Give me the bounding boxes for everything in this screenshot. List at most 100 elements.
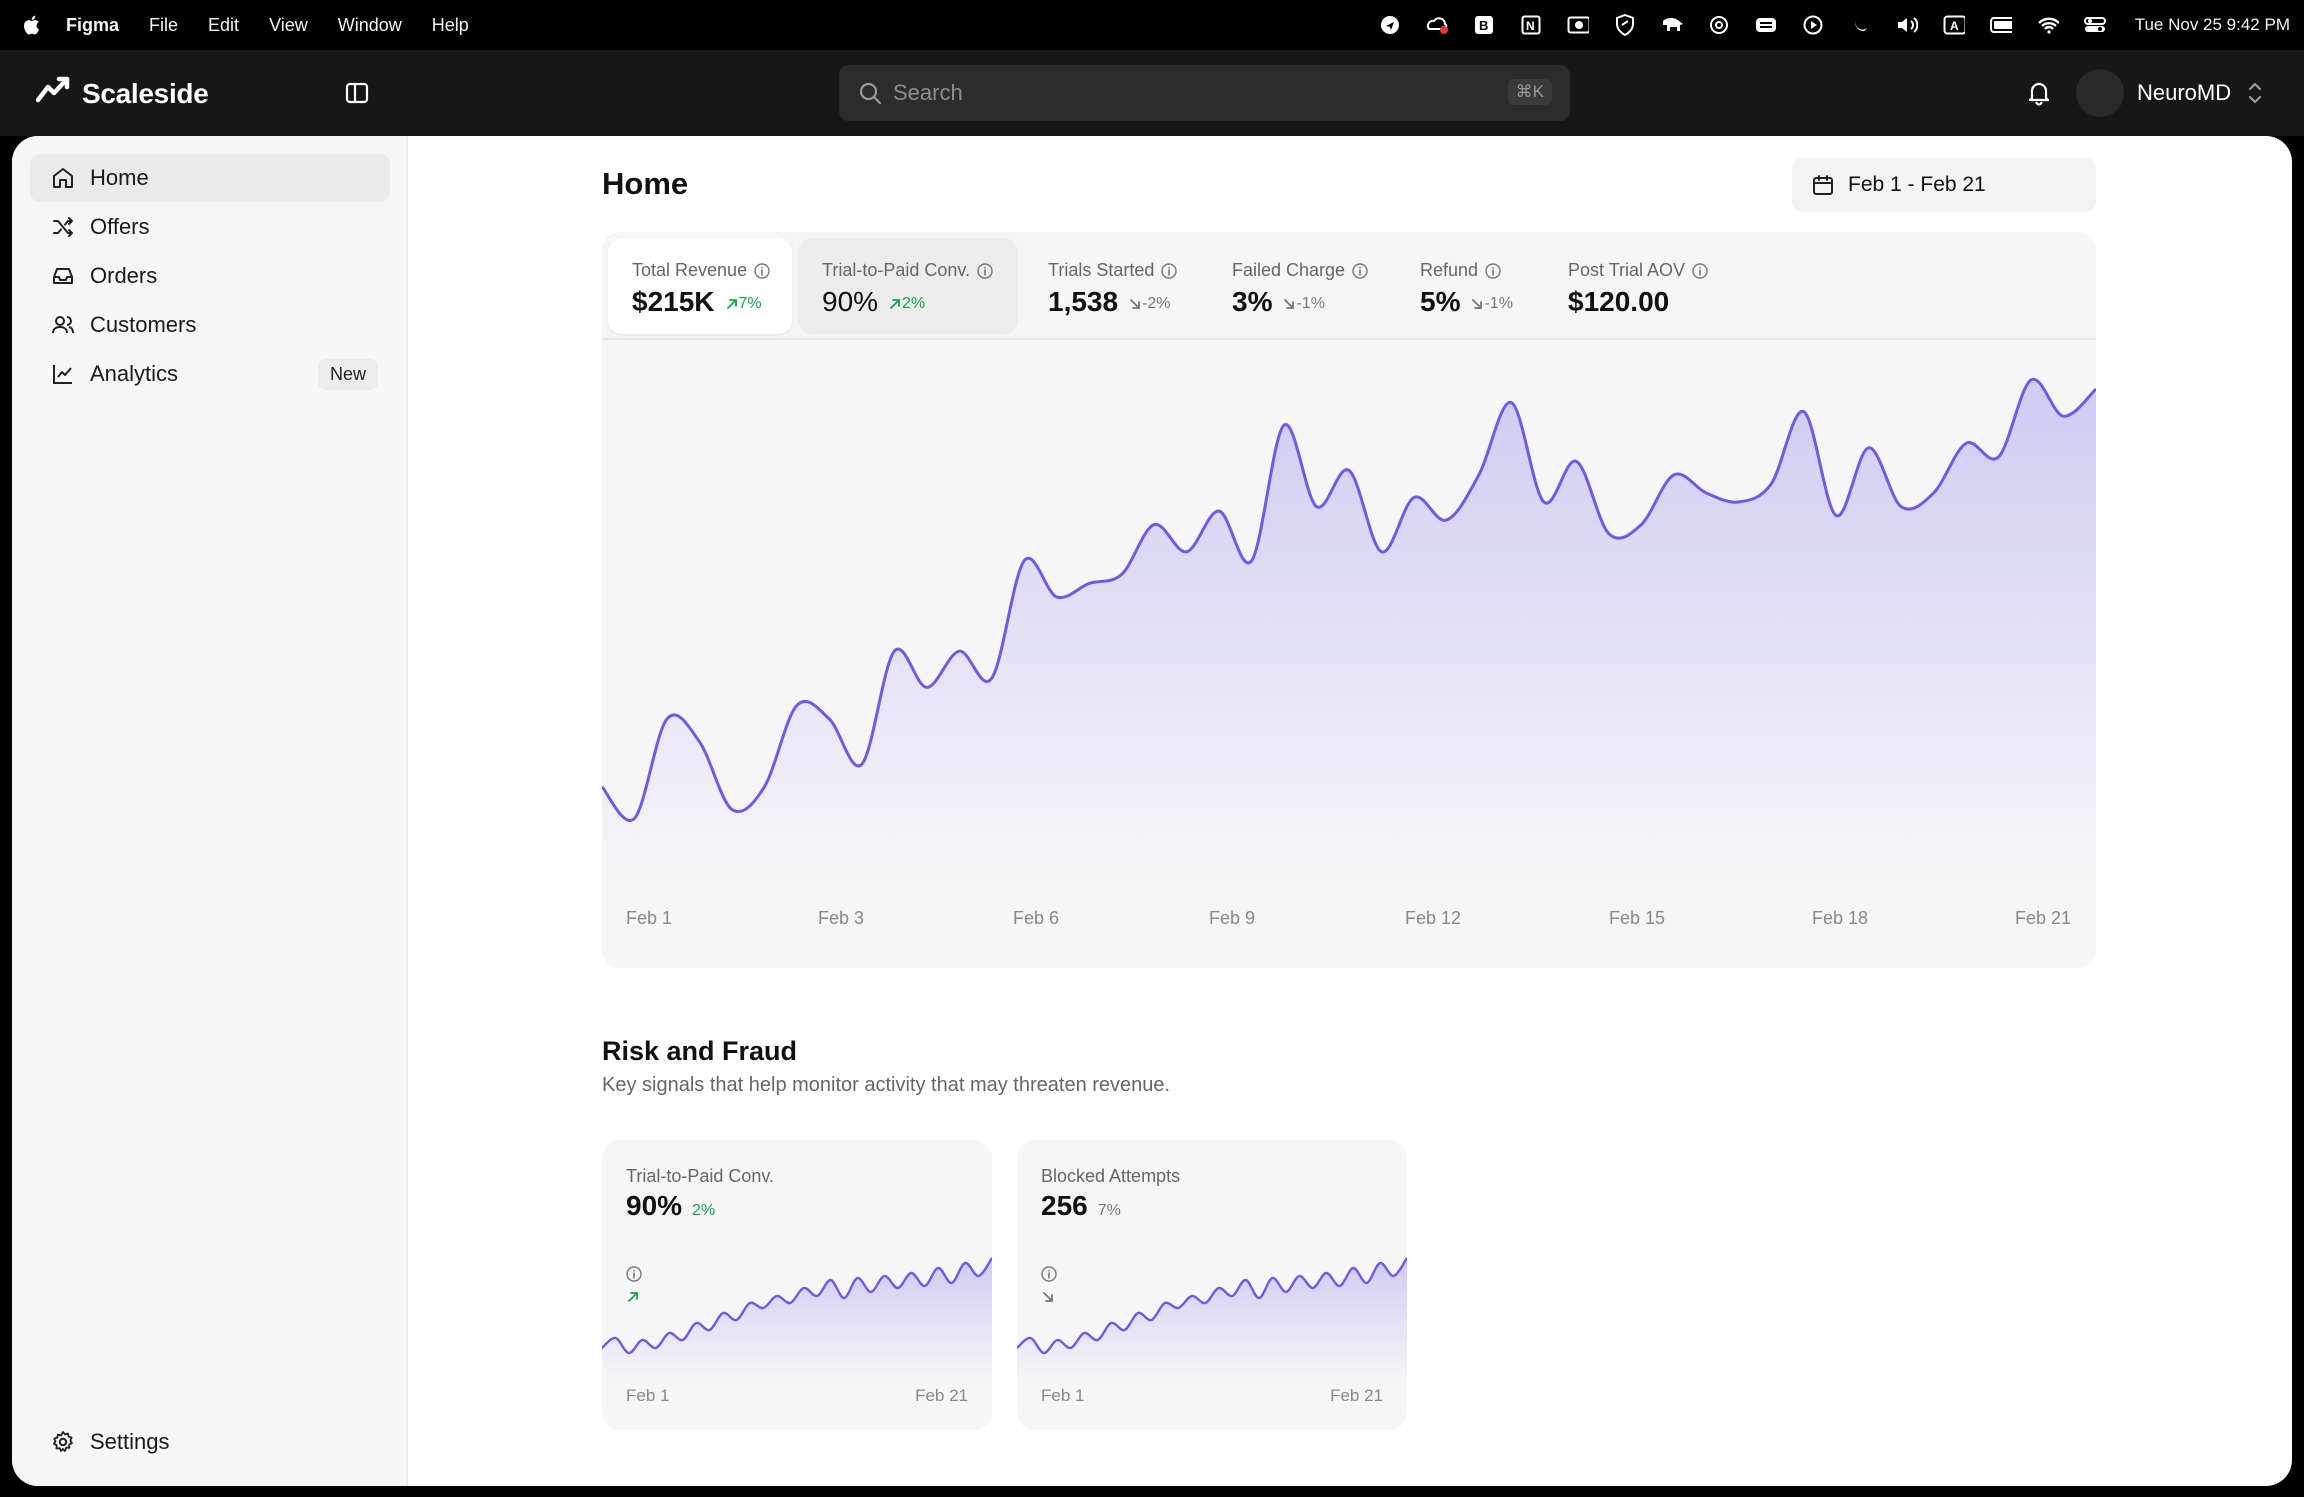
card-label: Blocked Attempts [1041, 1166, 1204, 1282]
main-chart-svg [602, 377, 2096, 882]
series-area-fill [1017, 1258, 1407, 1380]
sidebar-panel-icon [345, 82, 369, 104]
notion-icon[interactable]: N [1520, 14, 1542, 36]
brand-name: Scaleside [82, 77, 209, 109]
menu-app-name[interactable]: Figma [66, 14, 120, 35]
location-icon[interactable] [1379, 14, 1401, 36]
risk-card-trial-to-paid[interactable]: Trial-to-Paid Conv. 90% 2% Feb 1 Feb 21 [602, 1140, 992, 1430]
svg-text:A: A [1950, 19, 1959, 33]
search-placeholder: Search [893, 80, 963, 105]
card-value: 90% [626, 1190, 683, 1221]
metric-tab-refund[interactable]: Refund 5% -1% [1396, 238, 1536, 334]
risk-card-blocked-attempts[interactable]: Blocked Attempts 256 7% Feb 1 Feb 21 [1017, 1140, 1407, 1430]
card-label: Trial-to-Paid Conv. [626, 1166, 798, 1282]
metric-delta-value: 2% [902, 295, 926, 312]
menu-view[interactable]: View [269, 14, 308, 35]
connect-icon[interactable] [1755, 14, 1777, 36]
metric-delta: -1% [1282, 295, 1325, 313]
metric-delta-value: -1% [1484, 295, 1513, 312]
sidebar-item-analytics[interactable]: Analytics New [30, 350, 390, 398]
metric-value-row: 1,538 -2% [1048, 286, 1171, 318]
metric-tab-total-revenue[interactable]: Total Revenue $215K 7% [608, 238, 792, 334]
sidebar-item-customers[interactable]: Customers [30, 301, 390, 349]
macos-menu-bar: Figma File Edit View Window Help B N A T… [0, 0, 2304, 50]
info-icon[interactable] [753, 262, 771, 280]
info-icon[interactable] [1041, 1168, 1204, 1282]
arrow-up-right-icon [628, 1292, 638, 1302]
vpn-shield-icon[interactable] [1614, 14, 1636, 36]
calendar-icon [1810, 172, 1836, 198]
info-icon[interactable] [1351, 262, 1369, 280]
date-range-picker[interactable]: Feb 1 - Feb 21 [1792, 158, 2096, 212]
metric-delta: -2% [1128, 295, 1171, 313]
metric-delta-value: -1% [1296, 295, 1325, 312]
metric-tab-trials-started[interactable]: Trials Started 1,538 -2% [1024, 238, 1200, 334]
menu-edit[interactable]: Edit [208, 14, 240, 35]
card-label-text: Trial-to-Paid Conv. [626, 1166, 775, 1186]
metric-label: Total Revenue [632, 260, 771, 281]
main-area-chart: Feb 1 Feb 3 Feb 6 Feb 9 Feb 12 Feb 15 Fe… [602, 342, 2096, 968]
sidebar-toggle-button[interactable] [343, 80, 371, 106]
tableplus-elephant-icon[interactable] [1661, 14, 1683, 36]
chevron-up-down-icon[interactable] [2244, 79, 2266, 107]
menu-help[interactable]: Help [431, 14, 469, 35]
series-line [602, 377, 2096, 822]
creative-cloud-icon[interactable] [1426, 14, 1448, 36]
apple-logo-icon[interactable] [22, 15, 40, 35]
risk-section-title: Risk and Fraud [602, 1036, 798, 1066]
do-not-disturb-moon-icon[interactable] [1849, 14, 1871, 36]
menu-file[interactable]: File [149, 14, 179, 35]
metric-label-text: Total Revenue [632, 260, 748, 280]
home-icon [50, 165, 76, 191]
metric-label-text: Trials Started [1048, 260, 1155, 280]
brand-logo[interactable]: Scaleside [35, 76, 209, 111]
control-center-icon[interactable] [2083, 14, 2106, 36]
metric-value-row: 90% 2% [822, 286, 925, 318]
metric-value-row: $120.00 [1568, 286, 1669, 318]
metric-tab-post-trial-aov[interactable]: Post Trial AOV $120.00 [1544, 238, 1724, 334]
page-title: Home [602, 166, 689, 201]
wifi-icon[interactable] [2037, 14, 2059, 36]
x-tick-label: Feb 9 [1209, 908, 1256, 928]
info-icon[interactable] [1691, 262, 1709, 280]
metric-tab-trial-to-paid[interactable]: Trial-to-Paid Conv. 90% 2% [798, 238, 1018, 334]
search-bar[interactable]: Search ⌘K [839, 65, 1570, 121]
battery-icon[interactable] [1989, 14, 2012, 36]
info-icon[interactable] [976, 262, 994, 280]
arrow-down-right-icon [1043, 1292, 1053, 1302]
menubar-clock[interactable]: Tue Nov 25 9:42 PM [2134, 15, 2290, 34]
sidebar-item-settings[interactable]: Settings [30, 1418, 390, 1466]
input-source-a-icon[interactable]: A [1943, 14, 1965, 36]
bitwarden-icon[interactable]: B [1473, 14, 1495, 36]
play-icon[interactable] [1802, 14, 1824, 36]
notifications-bell-icon[interactable] [2024, 78, 2054, 108]
openai-icon[interactable] [1708, 14, 1730, 36]
metric-value-row: 3% -1% [1232, 286, 1325, 318]
card-value-row: 256 7% [1041, 1190, 1121, 1302]
card-value-row: 90% 2% [626, 1190, 715, 1302]
mini-chart-svg [602, 1257, 992, 1380]
sidebar-item-home[interactable]: Home [30, 154, 390, 202]
user-avatar[interactable] [2076, 69, 2124, 117]
x-tick-label: Feb 12 [1405, 908, 1462, 928]
menu-window[interactable]: Window [337, 14, 402, 35]
arrow-up-right-icon [890, 299, 900, 309]
info-icon[interactable] [1484, 262, 1502, 280]
volume-icon[interactable] [1896, 14, 1918, 36]
metric-value: $215K [632, 286, 715, 317]
metric-label-text: Trial-to-Paid Conv. [822, 260, 971, 280]
metric-tab-failed-charge[interactable]: Failed Charge 3% -1% [1208, 238, 1384, 334]
info-icon[interactable] [1160, 262, 1178, 280]
card-delta-value: 7% [1097, 1202, 1121, 1219]
status-area: B N A Tue Nov 25 9:42 PM [1379, 0, 2290, 50]
account-name[interactable]: NeuroMD [2137, 80, 2232, 105]
sidebar-item-orders[interactable]: Orders [30, 252, 390, 300]
metric-value: $120.00 [1568, 286, 1670, 317]
screen-record-icon[interactable] [1567, 14, 1589, 36]
sidebar-item-label: Home [90, 165, 149, 190]
x-tick-label: Feb 21 [2015, 908, 2072, 928]
x-tick-label: Feb 1 [626, 908, 673, 928]
sidebar-item-offers[interactable]: Offers [30, 203, 390, 251]
info-icon[interactable] [626, 1168, 798, 1282]
metric-delta-value: -2% [1142, 295, 1171, 312]
